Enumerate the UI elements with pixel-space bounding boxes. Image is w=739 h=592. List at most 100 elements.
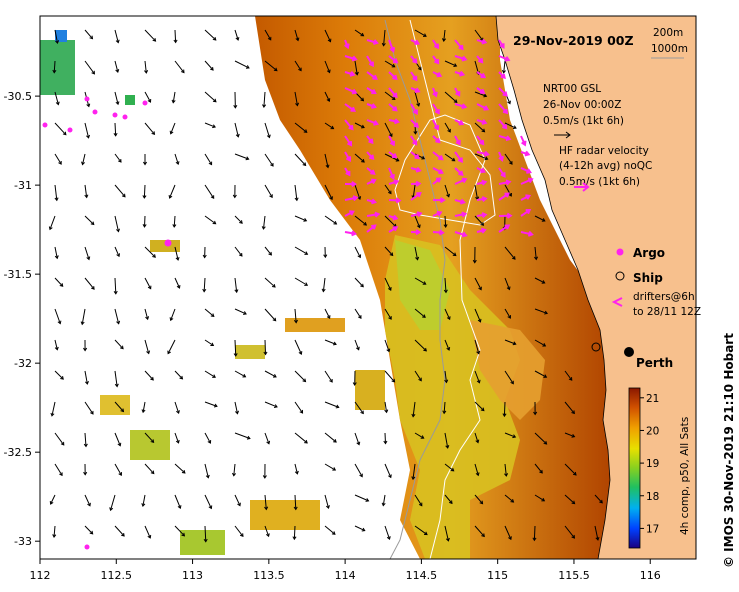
velocity-arrow xyxy=(234,494,241,507)
velocity-arrow xyxy=(84,525,94,535)
velocity-arrow xyxy=(414,91,421,107)
contour-200-label: 200m xyxy=(653,27,683,39)
velocity-arrow xyxy=(294,370,307,383)
velocity-arrow xyxy=(144,246,156,258)
hf-radar-arrow xyxy=(498,167,506,178)
velocity-arrow xyxy=(444,184,451,198)
hf-radar-arrow xyxy=(410,229,422,236)
velocity-arrow xyxy=(294,60,302,72)
hf-radar-arrow xyxy=(432,177,442,185)
velocity-arrow xyxy=(144,370,154,381)
hf-radar-arrow xyxy=(388,103,398,112)
velocity-arrow xyxy=(141,401,146,414)
velocity-arrow xyxy=(384,184,392,195)
velocity-arrow xyxy=(502,401,507,418)
velocity-arrow xyxy=(474,339,481,355)
velocity-arrow xyxy=(384,401,389,414)
hf-radar-arrow xyxy=(498,119,508,130)
hf-radar-arrow xyxy=(388,197,402,204)
hf-radar-arrow xyxy=(410,151,420,160)
hf-radar-arrow xyxy=(454,198,466,205)
velocity-arrow xyxy=(324,308,331,320)
velocity-arrow xyxy=(324,122,335,130)
velocity-arrow xyxy=(354,60,359,76)
velocity-arrow xyxy=(204,370,216,378)
colorbar-label: 4h comp, p50, All Sats xyxy=(679,417,691,535)
velocity-arrow xyxy=(324,29,332,43)
hf-radar-arrow xyxy=(344,71,356,77)
velocity-arrow xyxy=(534,339,547,347)
hf-radar-arrow xyxy=(498,179,512,186)
hf-radar-arrow xyxy=(410,166,422,173)
velocity-arrow xyxy=(294,339,303,355)
hf-radar-arrow xyxy=(476,135,485,146)
hf-radar-arrow xyxy=(366,135,374,145)
velocity-arrow xyxy=(52,525,57,538)
hf-radar-arrow xyxy=(498,135,512,142)
velocity-arrow xyxy=(354,525,366,532)
radar-legend-line3: 0.5m/s (1kt 6h) xyxy=(559,176,640,188)
velocity-arrow xyxy=(144,432,155,444)
velocity-arrow xyxy=(564,525,576,539)
hf-radar-arrow xyxy=(498,55,511,62)
velocity-arrow xyxy=(144,60,149,74)
velocity-arrow xyxy=(84,277,95,290)
velocity-arrow xyxy=(233,339,238,357)
velocity-arrow xyxy=(443,215,448,228)
velocity-arrow xyxy=(294,215,308,222)
velocity-arrow xyxy=(474,463,480,477)
hf-radar-arrow xyxy=(388,214,399,221)
hf-radar-arrow xyxy=(388,55,399,64)
velocity-arrow xyxy=(444,494,453,505)
hf-radar-arrow xyxy=(344,181,358,188)
perth-marker xyxy=(624,347,634,357)
velocity-arrow xyxy=(504,308,511,319)
lon-tick-label: 113 xyxy=(182,569,203,582)
velocity-arrow xyxy=(444,91,458,104)
hf-radar-arrow xyxy=(344,135,353,147)
velocity-arrow xyxy=(381,29,386,47)
velocity-arrow xyxy=(84,401,94,415)
perth-label: Perth xyxy=(636,356,673,370)
hf-radar-arrow xyxy=(454,151,463,164)
sst-field-orange-core xyxy=(470,320,545,420)
velocity-arrow xyxy=(264,122,271,139)
velocity-arrow xyxy=(444,463,455,472)
hf-radar-arrow xyxy=(410,192,422,201)
colorbar-tick-label: 21 xyxy=(646,393,659,405)
velocity-arrow xyxy=(324,525,336,535)
velocity-arrow xyxy=(474,308,482,323)
argo-marker xyxy=(164,239,172,247)
velocity-arrow xyxy=(474,277,482,291)
velocity-arrow xyxy=(504,246,516,260)
velocity-arrow xyxy=(534,246,539,261)
hf-radar-arrow xyxy=(388,151,398,159)
velocity-arrow xyxy=(354,339,360,351)
hf-radar-arrow xyxy=(388,71,398,81)
velocity-arrow xyxy=(354,463,363,478)
hf-radar-arrow xyxy=(432,55,440,65)
hf-radar-arrow xyxy=(388,226,399,233)
sst-patch xyxy=(55,30,67,42)
drifter-legend-line2: to 28/11 12Z xyxy=(633,306,701,318)
velocity-arrow xyxy=(174,277,181,289)
velocity-arrow xyxy=(414,215,421,229)
velocity-arrow xyxy=(441,29,447,42)
velocity-arrow xyxy=(204,91,217,103)
contour-200m xyxy=(394,19,496,559)
velocity-arrow xyxy=(113,277,118,295)
velocity-arrow xyxy=(169,308,176,322)
velocity-arrow xyxy=(114,246,121,258)
velocity-arrow xyxy=(534,370,548,378)
velocity-arrow xyxy=(444,370,449,384)
hf-radar-arrow xyxy=(344,55,358,62)
hf-radar-arrow xyxy=(366,178,377,185)
velocity-arrow xyxy=(204,401,218,408)
velocity-arrow xyxy=(114,91,120,106)
velocity-arrow xyxy=(324,401,340,409)
velocity-arrow xyxy=(54,432,65,446)
hf-radar-arrow xyxy=(388,179,400,185)
nrt-scale-arrow xyxy=(554,131,571,139)
hf-radar-arrow xyxy=(366,55,374,68)
